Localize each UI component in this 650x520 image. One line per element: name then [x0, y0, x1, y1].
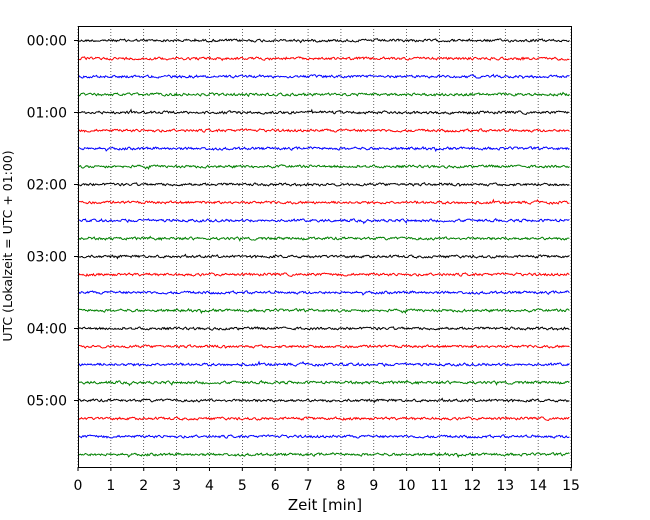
- trace-line: [78, 108, 570, 115]
- trace-line: [78, 253, 570, 260]
- y-tick-label: 04:00: [27, 322, 67, 338]
- trace-line: [78, 198, 570, 205]
- trace-line: [78, 91, 570, 98]
- y-tick-label: 01:00: [27, 106, 67, 122]
- trace-line: [78, 272, 570, 277]
- trace-line: [78, 379, 570, 387]
- trace-line: [78, 182, 570, 187]
- x-tick-label: 12: [463, 478, 481, 494]
- x-tick-label: 9: [369, 478, 378, 494]
- x-tick-label: 13: [496, 478, 514, 494]
- trace-line: [78, 56, 570, 62]
- x-tick-label: 3: [172, 478, 181, 494]
- trace-line: [78, 164, 570, 171]
- y-axis-title: UTC (Lokalzeit = UTC + 01:00): [0, 150, 15, 341]
- trace-line: [78, 344, 570, 349]
- trace-line: [78, 360, 570, 368]
- x-tick-label: 10: [398, 478, 416, 494]
- trace-line: [78, 38, 570, 44]
- seismic-traces: [78, 38, 570, 459]
- trace-line: [78, 326, 570, 331]
- x-tick-label: 2: [139, 478, 148, 494]
- trace-line: [78, 397, 570, 404]
- y-tick-label: 00:00: [27, 34, 67, 50]
- y-tick-label: 02:00: [27, 178, 67, 194]
- trace-line: [78, 235, 570, 242]
- trace-line: [78, 128, 570, 133]
- plot-frame: [78, 26, 572, 468]
- x-tick-label: 14: [529, 478, 547, 494]
- trace-line: [78, 452, 570, 459]
- x-tick-label: 5: [238, 478, 247, 494]
- x-tick-label: 15: [562, 478, 580, 494]
- trace-line: [78, 217, 570, 225]
- trace-line: [78, 416, 570, 421]
- x-tick-label: 8: [336, 478, 345, 494]
- trace-line: [78, 434, 570, 439]
- y-tick-label: 03:00: [27, 250, 67, 266]
- y-ticks: 00:00 01:00 02:00 03:00 04:00 05:00: [27, 34, 78, 410]
- x-tick-label: 11: [431, 478, 449, 494]
- x-tick-label: 1: [106, 478, 115, 494]
- trace-line: [78, 146, 570, 153]
- trace-line: [78, 290, 570, 296]
- trace-line: [78, 308, 570, 315]
- trace-line: [78, 73, 570, 80]
- x-ticks: 0 1 2 3 4 5 6 7 8 9 10 11 12 13 14 15: [74, 467, 580, 494]
- x-tick-label: 7: [304, 478, 313, 494]
- x-axis-title: Zeit [min]: [288, 496, 362, 514]
- y-tick-label: 05:00: [27, 394, 67, 410]
- x-tick-label: 0: [74, 478, 83, 494]
- x-tick-label: 4: [205, 478, 214, 494]
- x-tick-label: 6: [271, 478, 280, 494]
